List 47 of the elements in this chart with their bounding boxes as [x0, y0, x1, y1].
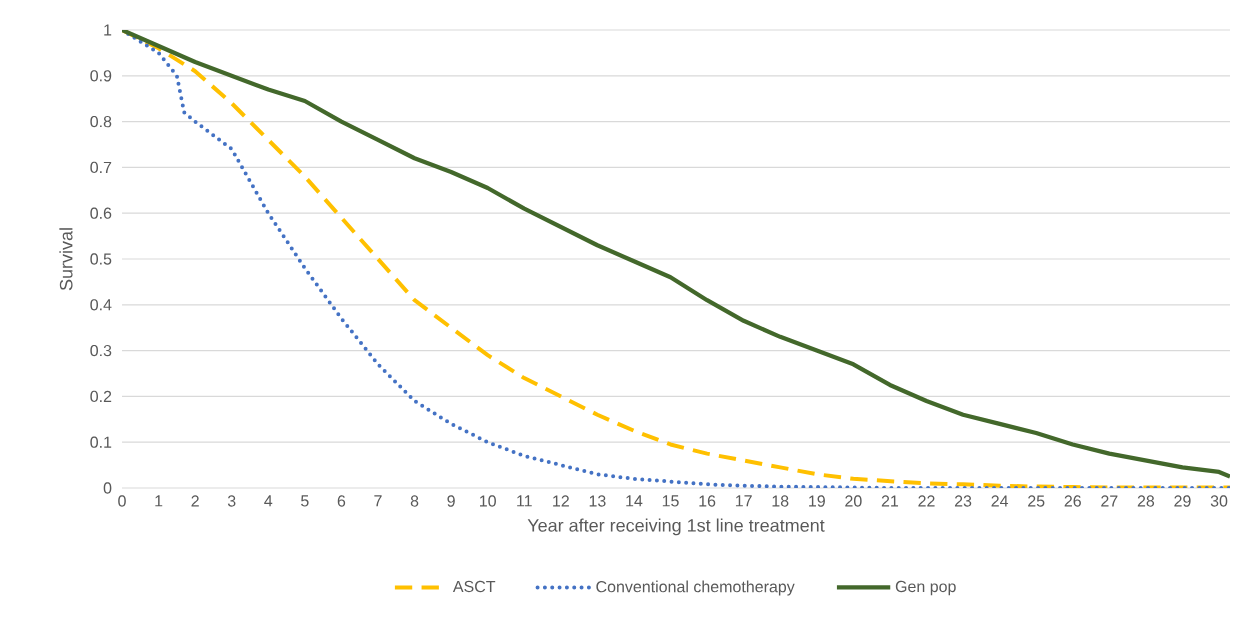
- legend-label: ASCT: [452, 580, 496, 593]
- y-tick-label: 0.5: [90, 253, 112, 265]
- x-tick-label: 30: [1210, 495, 1228, 507]
- x-tick-label: 1: [155, 495, 163, 507]
- y-tick-label: 0.1: [90, 436, 112, 448]
- y-tick-label: 0.3: [90, 344, 112, 357]
- y-tick-label: 0.9: [90, 70, 112, 82]
- x-axis-title: Year after receiving 1st line treatment: [527, 518, 825, 536]
- y-tick-label: 1: [104, 24, 112, 36]
- x-tick-label: 9: [447, 495, 455, 507]
- x-tick-label: 8: [410, 495, 419, 507]
- x-tick-label: 10: [480, 495, 496, 507]
- x-tick-label: 7: [374, 495, 382, 507]
- x-tick-label: 12: [553, 495, 569, 507]
- x-tick-label: 14: [626, 495, 643, 507]
- x-tick-label: 22: [918, 495, 935, 507]
- x-tick-label: 27: [1101, 495, 1118, 507]
- x-tick-label: 25: [1028, 495, 1045, 507]
- y-tick-label: 0.8: [90, 115, 112, 128]
- x-tick-label: 4: [264, 495, 273, 507]
- legend-label: Gen pop: [895, 580, 956, 596]
- x-tick-label: 16: [699, 495, 716, 507]
- x-tick-label: 23: [954, 495, 972, 507]
- y-tick-label: 0.2: [90, 390, 112, 403]
- y-tick-label: 0.7: [90, 161, 112, 174]
- x-tick-label: 29: [1174, 495, 1191, 507]
- x-tick-label: 21: [881, 495, 899, 507]
- x-tick-label: 0: [118, 495, 126, 507]
- x-tick-label: 13: [589, 495, 606, 507]
- x-tick-label: 11: [517, 495, 532, 507]
- x-tick-label: 18: [772, 495, 789, 507]
- legend-label: Conventional chemotherapy: [596, 580, 795, 596]
- x-tick-label: 5: [301, 495, 309, 507]
- y-tick-label: 0: [103, 482, 112, 494]
- y-tick-label: 0.4: [90, 299, 112, 311]
- x-tick-label: 24: [991, 495, 1009, 507]
- y-axis-title: Survival: [59, 228, 73, 291]
- x-tick-label: 3: [227, 495, 236, 507]
- x-tick-label: 19: [809, 495, 825, 507]
- x-tick-label: 6: [337, 495, 346, 507]
- y-tick-label: 0.6: [90, 207, 112, 219]
- x-tick-label: 26: [1064, 495, 1081, 507]
- x-tick-label: 15: [662, 495, 679, 507]
- x-tick-label: 20: [845, 495, 862, 507]
- x-tick-label: 2: [191, 495, 199, 507]
- x-tick-label: 17: [735, 495, 752, 507]
- x-tick-label: 28: [1137, 495, 1155, 507]
